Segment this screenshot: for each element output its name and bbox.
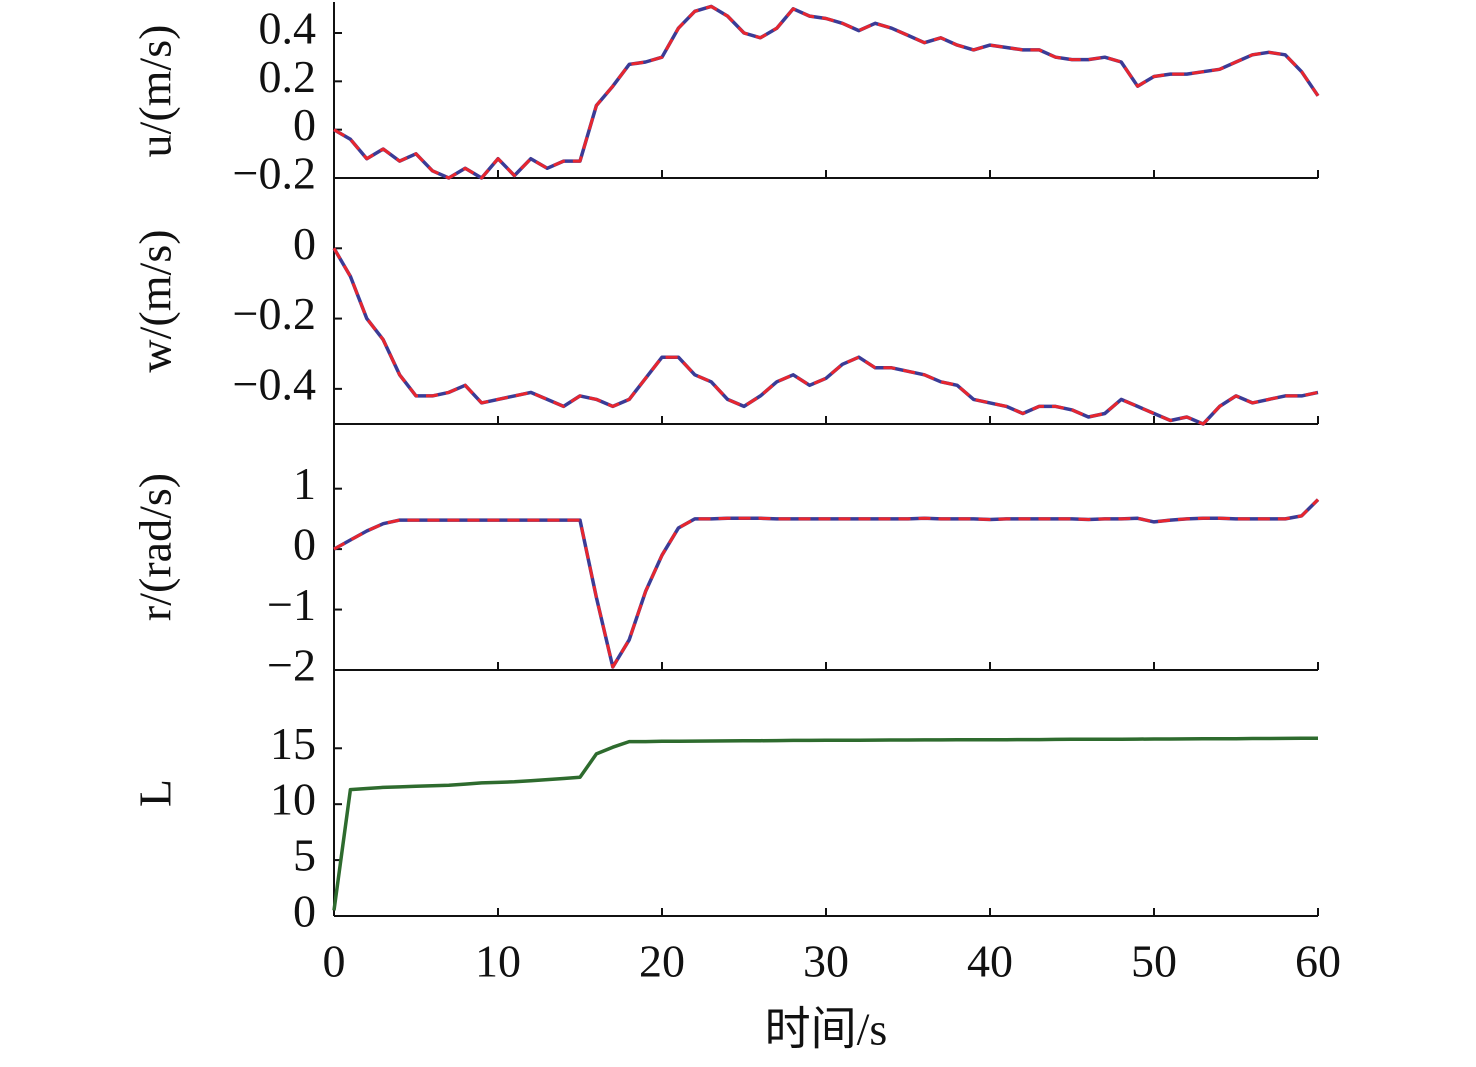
data-line (333, 498, 1320, 669)
y-tick-label: −1 (267, 579, 316, 630)
x-tick-label: 0 (323, 936, 346, 987)
y-tick-label: 0 (293, 218, 316, 269)
y-tick-label: 0.2 (259, 51, 317, 102)
data-line (333, 4, 1320, 180)
y-tick-label: 0 (293, 886, 316, 937)
x-tick-label: 10 (475, 936, 521, 987)
y-tick-label: 10 (270, 774, 316, 825)
x-tick-label: 50 (1131, 936, 1177, 987)
y-tick-label: 15 (270, 718, 316, 769)
y-tick-label: 5 (293, 830, 316, 881)
y-tick-label: −0.4 (233, 358, 316, 409)
x-tick-label: 60 (1295, 936, 1341, 987)
data-line (333, 498, 1320, 669)
y-axis-label: r/(rad/s) (130, 473, 181, 621)
y-axis-label: w/(m/s) (130, 229, 181, 372)
data-line (332, 247, 1319, 426)
y-tick-label: 0 (293, 519, 316, 570)
data-line (333, 4, 1320, 180)
y-tick-label: −2 (267, 640, 316, 691)
x-axis-label: 时间/s (765, 1004, 888, 1055)
data-line (332, 247, 1319, 426)
y-tick-label: 0 (293, 99, 316, 150)
y-tick-label: 1 (293, 458, 316, 509)
y-tick-label: 0.4 (259, 3, 317, 54)
data-line (332, 736, 1319, 911)
x-tick-label: 30 (803, 936, 849, 987)
x-tick-label: 40 (967, 936, 1013, 987)
y-tick-label: −0.2 (233, 288, 316, 339)
y-axis-label: L (130, 779, 181, 807)
y-axis-label: u/(m/s) (130, 25, 181, 158)
x-tick-label: 20 (639, 936, 685, 987)
y-tick-label: −0.2 (233, 148, 316, 199)
